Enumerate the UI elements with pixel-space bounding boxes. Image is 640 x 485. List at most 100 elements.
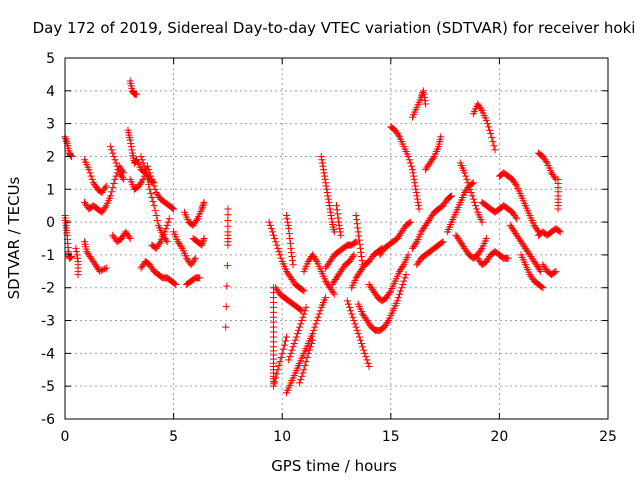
data-point bbox=[198, 241, 206, 249]
data-point bbox=[125, 233, 133, 241]
data-point bbox=[171, 280, 179, 288]
data-point bbox=[278, 349, 286, 357]
data-point bbox=[321, 172, 329, 180]
data-point bbox=[285, 225, 293, 233]
data-point bbox=[275, 248, 283, 256]
data-point bbox=[271, 235, 279, 242]
data-point bbox=[101, 203, 109, 211]
data-point bbox=[297, 306, 305, 314]
data-point bbox=[101, 184, 109, 192]
data-point bbox=[88, 175, 96, 183]
series-sat-f bbox=[81, 238, 110, 275]
data-point bbox=[145, 180, 153, 188]
data-point bbox=[404, 251, 412, 259]
data-point bbox=[96, 267, 104, 275]
axis-ticks: 0 5 10 15 20 25 -6 -5 -4 -3 -2 -1 0 1 2 3 4 5 bbox=[41, 51, 617, 445]
data-point bbox=[360, 346, 368, 354]
data-point bbox=[552, 267, 560, 275]
data-point bbox=[150, 182, 158, 190]
data-point bbox=[170, 205, 178, 213]
y-tick-label: 2 bbox=[46, 149, 55, 165]
series-sat-c bbox=[72, 244, 82, 279]
data-point bbox=[363, 356, 371, 364]
data-point bbox=[147, 172, 155, 180]
data-point bbox=[354, 224, 362, 232]
data-point bbox=[346, 303, 354, 311]
data-point bbox=[266, 221, 274, 229]
data-point bbox=[330, 290, 338, 298]
data-point bbox=[223, 282, 231, 290]
data-point bbox=[406, 218, 414, 226]
series-sat-k bbox=[126, 162, 178, 213]
data-point bbox=[293, 330, 301, 338]
data-point bbox=[413, 195, 421, 203]
data-point bbox=[138, 177, 146, 185]
data-point bbox=[110, 180, 118, 188]
y-tick-label: 0 bbox=[46, 215, 55, 231]
series-sat-ai bbox=[354, 271, 410, 334]
data-point bbox=[556, 228, 564, 236]
data-point bbox=[291, 336, 299, 344]
data-point bbox=[536, 266, 544, 274]
data-point bbox=[357, 340, 365, 348]
data-point bbox=[406, 159, 414, 167]
data-point bbox=[348, 310, 356, 318]
data-point bbox=[274, 244, 282, 252]
data-point bbox=[512, 213, 520, 221]
data-point bbox=[321, 175, 329, 183]
series-sat-bc bbox=[554, 175, 562, 213]
data-point bbox=[317, 152, 325, 160]
data-point bbox=[349, 253, 357, 261]
data-point bbox=[109, 184, 117, 192]
data-point bbox=[296, 323, 304, 331]
data-point bbox=[196, 274, 204, 282]
data-point bbox=[347, 307, 355, 315]
data-point bbox=[146, 185, 154, 193]
data-point bbox=[119, 174, 127, 182]
data-point bbox=[386, 289, 394, 297]
data-point bbox=[365, 362, 373, 370]
data-point bbox=[305, 346, 313, 354]
data-point bbox=[555, 227, 563, 235]
data-point bbox=[334, 214, 342, 222]
data-point bbox=[288, 253, 296, 261]
series-sat-ab bbox=[317, 152, 338, 236]
series-sat-aj bbox=[365, 251, 412, 305]
series-sat-ad bbox=[328, 251, 358, 288]
data-point bbox=[164, 218, 172, 226]
data-point bbox=[319, 166, 327, 174]
data-point bbox=[355, 333, 363, 341]
series-sat-y bbox=[285, 303, 310, 364]
data-point bbox=[72, 244, 80, 252]
series-sat-al bbox=[387, 123, 423, 213]
data-point bbox=[477, 246, 485, 254]
data-point bbox=[324, 195, 332, 203]
data-point bbox=[276, 251, 284, 259]
series-sat-ae bbox=[333, 202, 345, 239]
series-sat-q bbox=[180, 198, 208, 229]
data-point bbox=[404, 152, 412, 160]
data-point bbox=[137, 152, 145, 160]
data-point bbox=[198, 203, 206, 211]
data-point bbox=[272, 238, 280, 246]
data-point bbox=[192, 216, 200, 224]
data-point bbox=[538, 283, 546, 291]
data-point bbox=[384, 318, 392, 326]
data-point bbox=[399, 262, 407, 270]
data-point bbox=[199, 200, 207, 208]
data-point bbox=[172, 280, 180, 288]
data-point bbox=[224, 241, 232, 249]
data-point bbox=[472, 202, 480, 210]
data-point bbox=[101, 265, 109, 273]
data-point bbox=[146, 169, 154, 177]
data-point bbox=[198, 239, 206, 247]
data-point bbox=[468, 192, 476, 200]
data-point bbox=[111, 175, 119, 183]
data-point bbox=[302, 358, 310, 366]
data-point bbox=[127, 143, 135, 151]
data-point bbox=[285, 230, 293, 238]
data-point bbox=[316, 307, 324, 315]
data-point bbox=[191, 254, 199, 262]
series-sat-au bbox=[474, 248, 512, 269]
